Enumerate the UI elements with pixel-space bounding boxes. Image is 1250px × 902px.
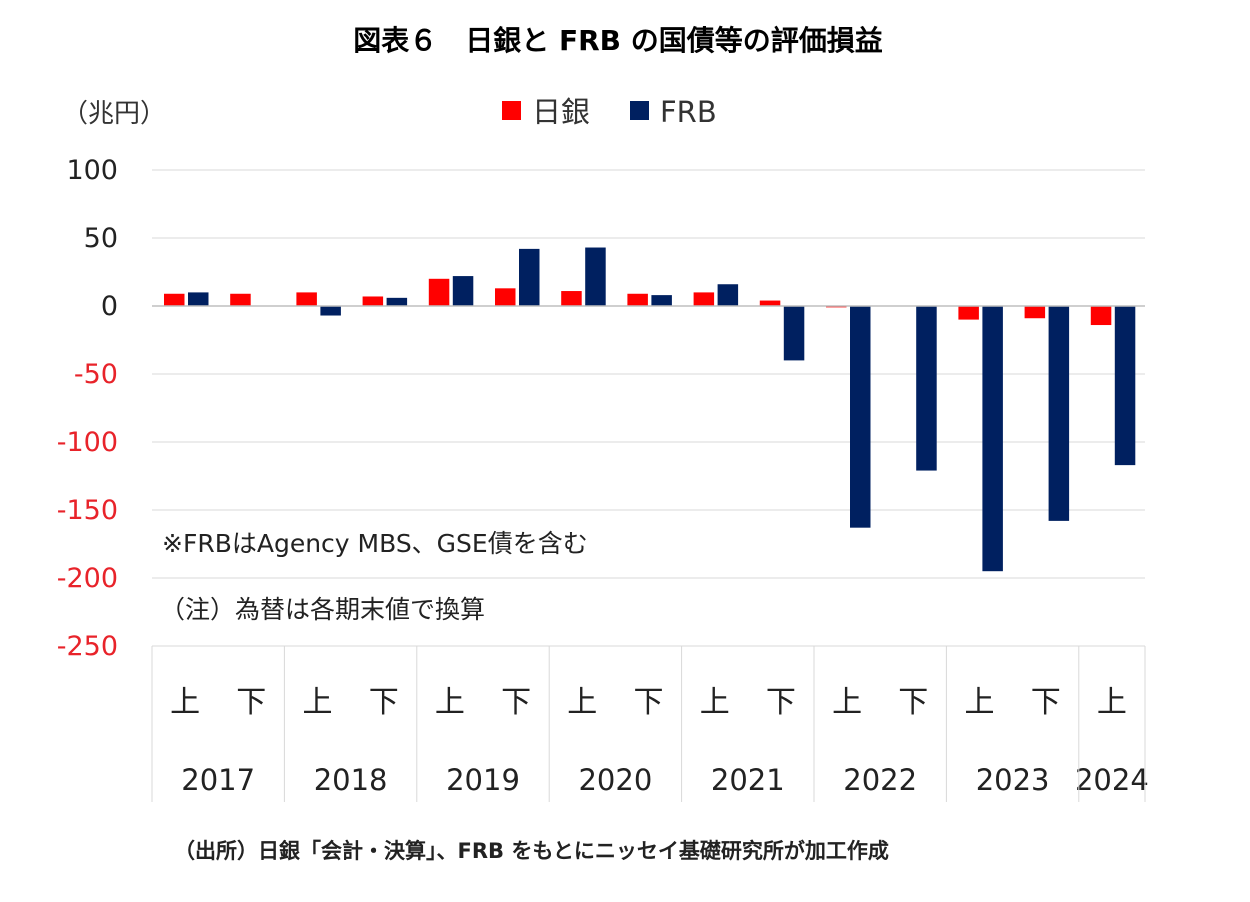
bar-frb-2021上 (717, 284, 739, 306)
bar-frb-2023下 (1048, 306, 1070, 521)
bar-boj-2021下 (759, 300, 781, 306)
y-tick-label: -200 (57, 563, 118, 594)
bar-frb-2019下 (519, 248, 540, 306)
x-year-label: 2021 (711, 763, 785, 797)
legend: 日銀 FRB (502, 95, 717, 129)
x-half-label: 下 (1031, 685, 1061, 720)
x-axis: 上 下 上 下 上 下 上 下 上 下 上 下 上 下 上 2017 2018 2019 2020 2021 2022 2… (151, 645, 1149, 802)
x-half-label: 上 (170, 685, 200, 720)
bar-frb-2020上 (585, 247, 606, 306)
legend-swatch-boj (502, 101, 521, 120)
y-tick-label: -50 (74, 359, 118, 390)
y-tick-label: 50 (84, 223, 118, 254)
x-half-label: 下 (236, 685, 266, 720)
bar-frb-2022上 (850, 306, 871, 528)
x-year-label: 2022 (843, 763, 917, 797)
bar-frb-2024上 (1114, 306, 1136, 466)
bars (164, 247, 1136, 572)
chart-title: 図表６ 日銀と FRB の国債等の評価損益 (353, 24, 883, 57)
bar-boj-2019下 (495, 288, 516, 306)
bar-frb-2017上 (188, 292, 209, 306)
x-half-label: 下 (634, 685, 664, 720)
x-half-label: 上 (700, 685, 730, 720)
x-half-label: 上 (965, 685, 995, 720)
x-half-label: 下 (898, 685, 928, 720)
bar-frb-2023上 (982, 306, 1003, 572)
x-half-label: 上 (567, 685, 597, 720)
x-half-label: 上 (303, 685, 333, 720)
x-year-label: 2023 (976, 763, 1050, 797)
bar-boj-2021上 (693, 292, 715, 306)
bar-frb-2021下 (783, 306, 805, 361)
legend-swatch-frb (630, 101, 649, 120)
legend-label-boj: 日銀 (532, 95, 590, 129)
bar-boj-2020下 (627, 293, 648, 306)
x-half-label: 上 (1097, 685, 1127, 720)
x-half-label: 上 (435, 685, 465, 720)
legend-label-frb: FRB (660, 95, 717, 129)
bar-boj-2023上 (958, 306, 979, 320)
y-tick-label: -250 (57, 631, 118, 662)
bar-boj-2018上 (296, 292, 317, 306)
y-tick-label: 100 (66, 155, 118, 186)
y-tick-label: 0 (101, 291, 118, 322)
y-axis-ticks: 100 50 0 -50 -100 -150 -200 -250 (57, 155, 118, 662)
bar-frb-2018下 (386, 297, 408, 306)
gridlines (152, 169, 1145, 579)
bar-boj-2020上 (561, 291, 582, 306)
bar-boj-2017下 (230, 293, 251, 306)
x-year-label: 2019 (446, 763, 520, 797)
y-axis-unit: （兆円） (62, 99, 166, 129)
x-year-label: 2017 (181, 763, 255, 797)
bar-frb-2018上 (320, 306, 341, 316)
x-year-label: 2020 (578, 763, 652, 797)
bar-frb-2019上 (452, 276, 474, 306)
x-half-label: 下 (501, 685, 531, 720)
note-frb: ※FRBはAgency MBS、GSE債を含む (162, 529, 588, 558)
bar-frb-2022下 (916, 306, 937, 471)
bar-boj-2023下 (1024, 306, 1046, 319)
bar-boj-2024上 (1090, 306, 1112, 326)
bar-boj-2018下 (362, 296, 384, 306)
x-half-label: 下 (369, 685, 399, 720)
y-tick-label: -100 (57, 427, 118, 458)
bar-boj-2017上 (164, 293, 185, 306)
y-tick-label: -150 (57, 495, 118, 526)
note-fx: （注）為替は各期末値で換算 (160, 595, 485, 624)
x-half-label: 上 (832, 685, 862, 720)
x-half-label: 下 (766, 685, 796, 720)
bar-frb-2020下 (651, 295, 672, 306)
x-year-label: 2018 (314, 763, 388, 797)
x-year-label: 2024 (1075, 763, 1149, 797)
bar-boj-2019上 (428, 278, 450, 306)
source-note: （出所）日銀「会計・決算」、FRB をもとにニッセイ基礎研究所が加工作成 (174, 839, 889, 863)
